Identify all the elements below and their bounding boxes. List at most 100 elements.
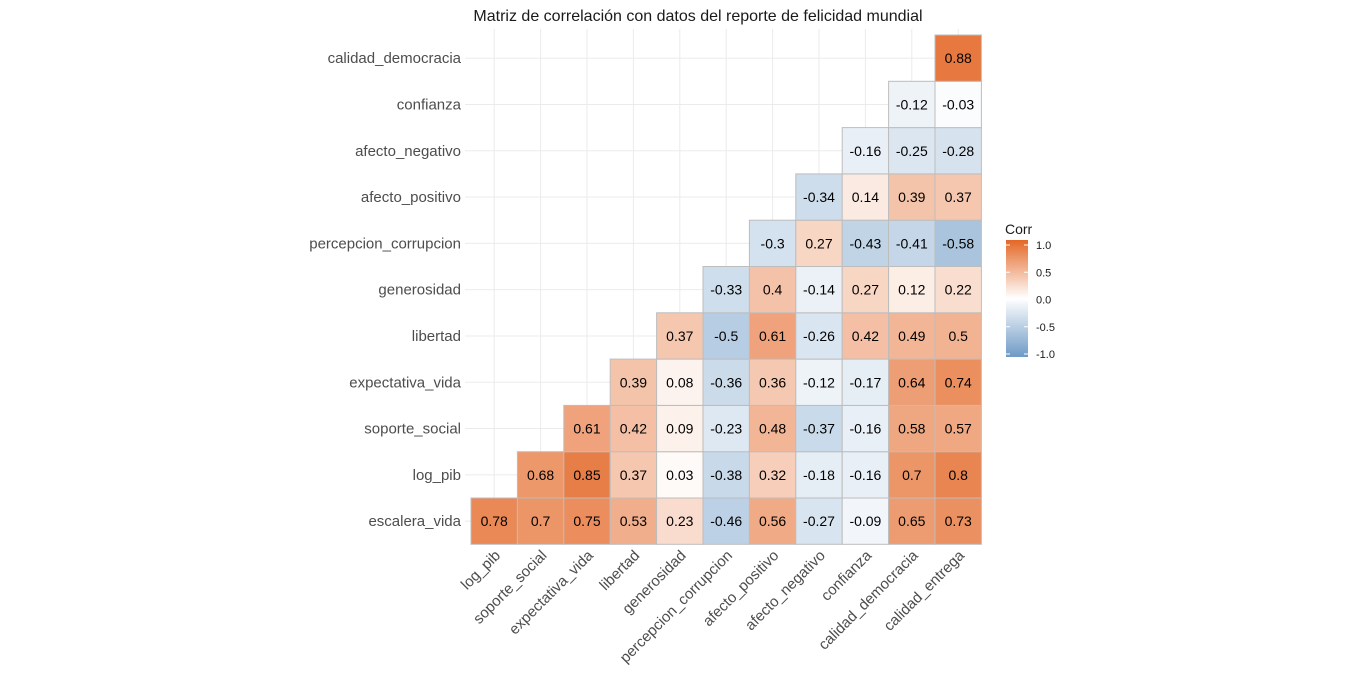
cell-value-label: 0.5 bbox=[948, 328, 968, 344]
heatmap-cell bbox=[934, 219, 982, 267]
cell-value-label: 0.53 bbox=[620, 513, 647, 529]
y-axis: escalera_vida log_pib soporte_social expect… bbox=[309, 50, 461, 530]
cell-value-label: -0.18 bbox=[803, 467, 835, 483]
heatmap-cell bbox=[934, 312, 982, 360]
cell-value-label: -0.12 bbox=[803, 374, 835, 390]
heatmap-cell bbox=[563, 404, 611, 453]
legend-tick-label: -0.5 bbox=[1036, 322, 1055, 334]
heatmap-cell bbox=[702, 312, 750, 360]
cell-value-label: 0.37 bbox=[945, 189, 972, 205]
heatmap-cell bbox=[609, 404, 658, 453]
y-tick-label: percepcion_corrupcion bbox=[309, 235, 461, 252]
y-tick-label: confianza bbox=[397, 96, 462, 113]
cell-value-label: -0.03 bbox=[942, 96, 974, 112]
x-tick-label: afecto_negativo bbox=[742, 547, 829, 634]
x-tick-label: calidad_entrega bbox=[881, 547, 969, 635]
y-tick-label: calidad_democracia bbox=[328, 50, 462, 67]
cell-value-label: 0.03 bbox=[666, 467, 693, 483]
legend-title: Corr bbox=[1005, 221, 1033, 237]
cell-value-label: -0.25 bbox=[896, 143, 928, 159]
cell-value-label: -0.36 bbox=[710, 374, 742, 390]
heatmap-cell bbox=[516, 451, 565, 499]
cell-value-label: 0.68 bbox=[527, 467, 554, 483]
heatmap-cell bbox=[934, 358, 982, 406]
heatmap-cell bbox=[934, 173, 982, 221]
cell-value-label: -0.14 bbox=[803, 282, 835, 298]
heatmap-cell bbox=[609, 358, 658, 406]
heatmap-cell bbox=[934, 404, 982, 453]
cell-value-label: 0.36 bbox=[759, 374, 786, 390]
heatmap-cell bbox=[563, 497, 611, 545]
cell-value-label: 0.09 bbox=[666, 421, 693, 437]
y-tick-label: log_pib bbox=[413, 467, 461, 484]
y-tick-label: libertad bbox=[412, 328, 461, 345]
cell-value-label: 0.7 bbox=[902, 467, 922, 483]
cell-value-label: 0.42 bbox=[852, 328, 879, 344]
cell-value-label: 0.27 bbox=[805, 235, 832, 251]
cell-value-label: 0.39 bbox=[620, 374, 647, 390]
cell-value-label: 0.65 bbox=[898, 513, 925, 529]
cell-value-label: 0.8 bbox=[948, 467, 968, 483]
x-tick-label: log_pib bbox=[458, 547, 504, 593]
cell-value-label: 0.32 bbox=[759, 467, 786, 483]
cell-value-label: 0.39 bbox=[898, 189, 925, 205]
cell-value-label: -0.28 bbox=[942, 143, 974, 159]
heatmap-cells bbox=[470, 34, 982, 545]
cell-value-label: 0.74 bbox=[945, 374, 972, 390]
cell-value-label: 0.37 bbox=[666, 328, 693, 344]
cell-value-label: 0.22 bbox=[945, 282, 972, 298]
heatmap-cell bbox=[748, 266, 797, 314]
cell-value-label: 0.27 bbox=[852, 282, 879, 298]
heatmap-cell bbox=[795, 266, 843, 314]
y-tick-label: escalera_vida bbox=[368, 513, 461, 530]
heatmap-cell bbox=[841, 266, 890, 314]
legend-tick-label: -1.0 bbox=[1036, 349, 1055, 361]
cell-value-label: 0.85 bbox=[573, 467, 600, 483]
cell-value-label: 0.78 bbox=[481, 513, 508, 529]
cell-value-label: 0.48 bbox=[759, 421, 786, 437]
chart-title: Matriz de correlación con datos del repo… bbox=[473, 8, 922, 25]
legend-tick-label: 1.0 bbox=[1036, 240, 1051, 252]
cell-value-label: 0.73 bbox=[945, 513, 972, 529]
cell-value-label: -0.46 bbox=[710, 513, 742, 529]
heatmap-cell bbox=[748, 219, 797, 267]
cell-value-label: 0.37 bbox=[620, 467, 647, 483]
heatmap-cell bbox=[656, 451, 704, 499]
x-tick-label: libertad bbox=[596, 547, 643, 594]
cell-value-label: -0.41 bbox=[896, 235, 928, 251]
cell-value-label: -0.16 bbox=[849, 467, 881, 483]
cell-value-label: -0.34 bbox=[803, 189, 835, 205]
cell-value-label: 0.88 bbox=[945, 50, 972, 66]
y-tick-label: expectativa_vida bbox=[349, 374, 461, 391]
cell-value-label: -0.12 bbox=[896, 96, 928, 112]
x-tick-label: expectativa_vida bbox=[506, 547, 597, 638]
legend-ticks: 1.0 0.5 0.0 -0.5 -1.0 bbox=[1006, 240, 1055, 361]
legend: Corr 1.0 0.5 0.0 -0.5 -1.0 bbox=[1005, 221, 1055, 361]
heatmap-cell bbox=[563, 451, 611, 499]
cell-value-label: 0.57 bbox=[945, 421, 972, 437]
cell-value-label: -0.58 bbox=[942, 235, 974, 251]
heatmap-cell bbox=[748, 312, 797, 360]
heatmap-cell bbox=[656, 312, 704, 360]
cell-value-label: -0.5 bbox=[714, 328, 738, 344]
heatmap-cell bbox=[934, 127, 982, 175]
heatmap-cell bbox=[656, 404, 704, 453]
heatmap-cell bbox=[795, 451, 843, 499]
y-tick-label: afecto_negativo bbox=[355, 143, 461, 160]
heatmap-cell bbox=[934, 266, 982, 314]
heatmap-cell bbox=[702, 451, 750, 499]
legend-tick-label: 0.0 bbox=[1036, 295, 1051, 307]
heatmap-cell bbox=[702, 404, 750, 453]
y-tick-label: soporte_social bbox=[364, 421, 461, 438]
cell-value-label: -0.43 bbox=[849, 235, 881, 251]
heatmap-cell bbox=[888, 266, 936, 314]
cell-value-labels: 0.78 0.7 0.75 0.53 0.23 -0.46 0.56 -0.27 -0.09 0.… bbox=[481, 50, 975, 529]
heatmap-cell bbox=[934, 497, 982, 545]
cell-value-label: 0.08 bbox=[666, 374, 693, 390]
heatmap-cell bbox=[934, 34, 982, 82]
cell-value-label: 0.42 bbox=[620, 421, 647, 437]
y-tick-label: afecto_positivo bbox=[361, 189, 461, 206]
heatmap-cell bbox=[934, 80, 982, 129]
cell-value-label: -0.3 bbox=[761, 235, 785, 251]
